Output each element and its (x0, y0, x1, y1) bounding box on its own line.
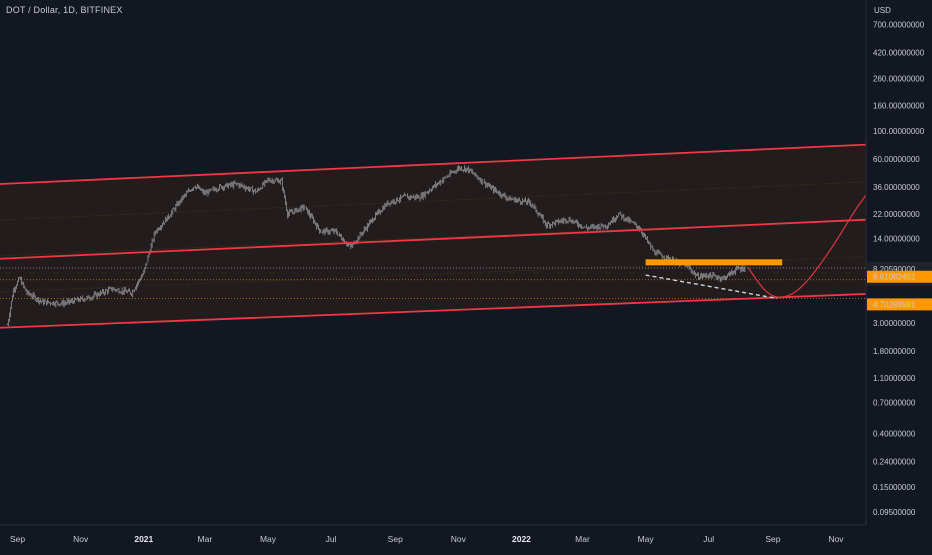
time-tick: May (638, 534, 655, 544)
channel-line-lower (0, 293, 867, 329)
time-tick: Mar (575, 534, 590, 544)
price-tick: 420.00000000 (873, 48, 925, 57)
price-tick: 14.00000000 (873, 235, 920, 244)
time-tick: 2021 (134, 534, 153, 544)
level-tag (867, 270, 932, 283)
price-tick: 160.00000000 (873, 101, 925, 110)
price-tick: 700.00000000 (873, 21, 925, 30)
time-tick: Nov (451, 534, 467, 544)
channel-fill (0, 144, 866, 328)
channel-inner-line (0, 181, 867, 221)
time-tick: Jul (703, 534, 714, 544)
resistance-zone (645, 259, 783, 266)
price-tick: 36.00000000 (873, 183, 920, 192)
time-tick: Sep (388, 534, 403, 544)
level-tag-value: 6.61082401 (873, 273, 916, 282)
time-tick: Nov (73, 534, 89, 544)
projection-curve (747, 194, 867, 298)
price-tick: 60.00000000 (873, 155, 920, 164)
time-tick: Jul (326, 534, 337, 544)
time-tick: 2022 (512, 534, 531, 544)
price-tick: 0.70000000 (873, 399, 916, 408)
channel-line-middle (0, 218, 867, 260)
price-tick: 22.00000000 (873, 210, 920, 219)
currency-label: USD (874, 6, 891, 15)
price-tick: 260.00000000 (873, 75, 925, 84)
price-tick: 1.80000000 (873, 347, 916, 356)
support-trendline (645, 274, 778, 300)
channel-inner-line (0, 218, 867, 257)
last-price-value: 8.20590000 (873, 265, 916, 274)
price-tick: 1.10000000 (873, 374, 916, 383)
level-tag (867, 298, 932, 311)
time-tick: Nov (828, 534, 844, 544)
price-tick: 100.00000000 (873, 127, 925, 136)
price-tick: 0.40000000 (873, 429, 916, 438)
time-tick: Sep (10, 534, 25, 544)
symbol-title: DOT / Dollar, 1D, BITFINEX (6, 5, 123, 15)
time-tick: Mar (198, 534, 213, 544)
channel-line-upper (0, 143, 867, 185)
time-tick: Sep (765, 534, 780, 544)
channel-inner-line (0, 256, 867, 293)
price-tick: 0.24000000 (873, 457, 916, 466)
price-tick: 0.09500000 (873, 508, 916, 517)
time-tick: May (260, 534, 277, 544)
level-tag-value: 4.70289981 (873, 300, 916, 309)
price-tick: 3.00000000 (873, 319, 916, 328)
price-tick: 0.15000000 (873, 483, 916, 492)
